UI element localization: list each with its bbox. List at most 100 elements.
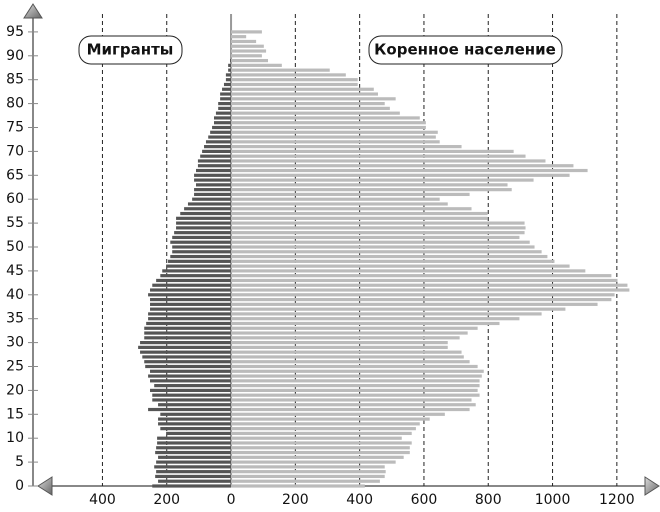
bar (231, 407, 470, 412)
bar (231, 226, 526, 230)
bar (156, 460, 232, 464)
bar (144, 326, 232, 330)
bar (231, 441, 412, 445)
bar (170, 240, 232, 244)
bar (158, 422, 232, 426)
bar (231, 431, 412, 436)
bar (155, 474, 232, 479)
x-tick-label: 800 (475, 492, 502, 508)
bar (176, 216, 232, 220)
bar (152, 398, 232, 402)
bar (174, 231, 232, 235)
bar (231, 283, 628, 287)
bar (184, 207, 232, 211)
x-tick-label: 200 (282, 492, 309, 508)
bar (231, 379, 480, 383)
bar (231, 417, 430, 421)
bar (148, 293, 232, 297)
bar (231, 312, 542, 316)
legend-migrants: Мигранты (87, 41, 174, 59)
bar (154, 384, 232, 388)
bar (202, 149, 232, 153)
bar (231, 207, 472, 211)
bar (231, 455, 404, 459)
bar (231, 403, 476, 407)
bar (231, 178, 534, 182)
bar (158, 455, 232, 459)
y-tick-label: 90 (6, 48, 24, 64)
x-tick-label: 1000 (535, 492, 571, 508)
y-tick-label: 65 (6, 167, 24, 183)
bar (231, 30, 262, 34)
y-tick-label: 75 (6, 120, 24, 136)
bar (231, 173, 570, 177)
bar (231, 78, 358, 82)
bar (138, 345, 232, 349)
bar (172, 245, 232, 249)
bar (231, 470, 386, 474)
bar (231, 188, 512, 192)
bar (205, 140, 232, 144)
bar (231, 446, 410, 450)
bar (208, 135, 232, 139)
bar (231, 73, 346, 77)
y-tick-label: 85 (6, 72, 24, 88)
bar (214, 121, 232, 125)
bar (231, 326, 478, 330)
bar (231, 422, 420, 426)
bar (144, 336, 232, 340)
bar (231, 130, 438, 134)
bar (180, 211, 232, 216)
bar (195, 183, 232, 187)
bar (166, 264, 232, 268)
bar (194, 188, 232, 192)
bar (231, 87, 374, 91)
bar (160, 427, 232, 431)
bar (148, 407, 232, 412)
bar (231, 116, 420, 120)
bar (231, 355, 464, 359)
bar (225, 78, 232, 82)
bar (160, 274, 232, 278)
bar (231, 465, 385, 469)
bar (146, 321, 232, 326)
bar (172, 250, 232, 254)
bar (144, 360, 232, 364)
y-tick-label: 45 (6, 263, 24, 279)
y-tick-label: 25 (6, 359, 24, 375)
bar (231, 384, 480, 388)
bar (231, 250, 542, 254)
bar (231, 269, 586, 273)
bar (156, 470, 232, 474)
bar (156, 278, 232, 283)
bar (231, 192, 470, 197)
bar (231, 183, 508, 187)
bar (148, 317, 232, 321)
bar (231, 278, 618, 283)
bar (231, 374, 482, 378)
bar (170, 254, 232, 259)
bar (157, 436, 232, 440)
y-tick-label: 95 (6, 24, 24, 40)
bar (231, 49, 267, 53)
bar (150, 369, 232, 373)
y-tick-label: 80 (6, 96, 24, 112)
bar (148, 312, 232, 316)
bar (157, 441, 232, 445)
bar (231, 145, 462, 149)
bar (231, 331, 468, 335)
x-tick-label: 200 (153, 492, 180, 508)
bar (231, 63, 282, 67)
bar (218, 106, 232, 110)
bar (231, 159, 546, 163)
bar (231, 450, 410, 455)
y-tick-label: 40 (6, 287, 24, 303)
bar (231, 259, 555, 263)
bar (150, 302, 232, 306)
bar (231, 97, 396, 101)
y-tick-label: 55 (6, 215, 24, 231)
bar (144, 331, 232, 335)
bar (140, 350, 232, 354)
bar (231, 216, 488, 220)
bar (155, 450, 232, 455)
